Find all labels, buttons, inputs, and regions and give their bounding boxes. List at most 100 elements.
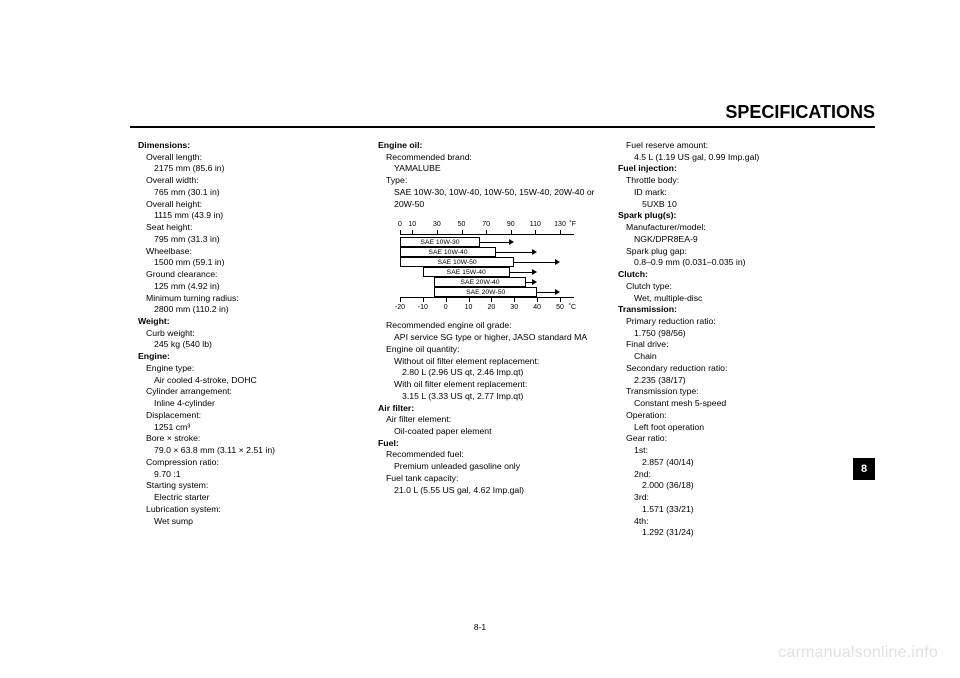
chart-tick: [400, 298, 401, 302]
spec-label: Starting system:: [138, 480, 360, 492]
chart-tick: [535, 230, 536, 234]
spec-value: Constant mesh 5-speed: [618, 398, 840, 410]
spec-value: 21.0 L (5.55 US gal, 4.62 Imp.gal): [378, 485, 600, 497]
chart-tick-label: 70: [482, 220, 490, 229]
header-rule: [130, 126, 875, 128]
oil-viscosity-chart: ˚F ˚C 01030507090110130-20-1001020304050…: [394, 216, 574, 316]
chart-tick: [469, 298, 470, 302]
spec-value: 2.235 (38/17): [618, 375, 840, 387]
spec-label: Type:: [378, 175, 600, 187]
spec-value: 1.750 (98/56): [618, 328, 840, 340]
chart-tick-label: -10: [418, 303, 428, 312]
oil-grade-bar: SAE 20W-40: [434, 277, 525, 287]
spec-label: ID mark:: [618, 187, 840, 199]
spec-value: 795 mm (31.3 in): [138, 234, 360, 246]
column-2: Engine oil: Recommended brand: YAMALUBE …: [378, 140, 600, 608]
chart-tick-label: 40: [533, 303, 541, 312]
spec-label: Final drive:: [618, 339, 840, 351]
spec-label: Seat height:: [138, 222, 360, 234]
spec-label: Operation:: [618, 410, 840, 422]
spec-value: Premium unleaded gasoline only: [378, 461, 600, 473]
spec-label: Ground clearance:: [138, 269, 360, 281]
chart-arrow: [480, 242, 510, 243]
section-heading: Weight:: [138, 316, 360, 328]
spec-label: Lubrication system:: [138, 504, 360, 516]
spec-label: Minimum turning radius:: [138, 293, 360, 305]
chart-arrow-head: [532, 279, 537, 285]
spec-value: 1251 cm³: [138, 422, 360, 434]
spec-value: 0.8–0.9 mm (0.031–0.035 in): [618, 257, 840, 269]
spec-label: Overall width:: [138, 175, 360, 187]
spec-value: 245 kg (540 lb): [138, 339, 360, 351]
chart-arrow: [514, 262, 556, 263]
chart-tick-label: -20: [395, 303, 405, 312]
spec-label: With oil filter element replacement:: [378, 379, 600, 391]
chart-unit-c: ˚C: [569, 303, 576, 312]
spec-value: 5UXB 10: [618, 199, 840, 211]
spec-label: Displacement:: [138, 410, 360, 422]
page-title: SPECIFICATIONS: [725, 102, 875, 123]
spec-label: Fuel tank capacity:: [378, 473, 600, 485]
chart-tick: [491, 298, 492, 302]
spec-columns: Dimensions: Overall length: 2175 mm (85.…: [138, 140, 840, 608]
spec-value: API service SG type or higher, JASO stan…: [378, 332, 600, 344]
spec-label: Without oil filter element replacement:: [378, 356, 600, 368]
spec-value: 1115 mm (43.9 in): [138, 210, 360, 222]
oil-grade-bar: SAE 20W-50: [434, 287, 537, 297]
section-heading: Engine oil:: [378, 140, 600, 152]
spec-label: Overall height:: [138, 199, 360, 211]
chart-arrow: [496, 252, 533, 253]
spec-label: Throttle body:: [618, 175, 840, 187]
chart-unit-f: ˚F: [569, 220, 576, 229]
spec-value: YAMALUBE: [378, 163, 600, 175]
chart-tick-label: 50: [458, 220, 466, 229]
chart-arrow: [510, 272, 533, 273]
section-heading: Fuel injection:: [618, 163, 840, 175]
spec-label: Manufacturer/model:: [618, 222, 840, 234]
spec-label: Transmission type:: [618, 386, 840, 398]
chart-tick: [486, 230, 487, 234]
chart-tick-label: 130: [554, 220, 566, 229]
spec-value: NGK/DPR8EA-9: [618, 234, 840, 246]
spec-value: Air cooled 4-stroke, DOHC: [138, 375, 360, 387]
spec-value: Oil-coated paper element: [378, 426, 600, 438]
spec-label: Clutch type:: [618, 281, 840, 293]
spec-label: Primary reduction ratio:: [618, 316, 840, 328]
spec-label: Engine type:: [138, 363, 360, 375]
spec-value: 3.15 L (3.33 US qt, 2.77 Imp.qt): [378, 391, 600, 403]
spec-label: Spark plug gap:: [618, 246, 840, 258]
spec-value: 1.571 (33/21): [618, 504, 840, 516]
chart-arrow-head: [555, 259, 560, 265]
spec-label: 3rd:: [618, 492, 840, 504]
spec-value: 1.292 (31/24): [618, 527, 840, 539]
spec-label: Engine oil quantity:: [378, 344, 600, 356]
spec-value: Inline 4-cylinder: [138, 398, 360, 410]
spec-label: 4th:: [618, 516, 840, 528]
chart-tick-label: 50: [556, 303, 564, 312]
spec-value: Wet sump: [138, 516, 360, 528]
spec-value: 2175 mm (85.6 in): [138, 163, 360, 175]
spec-value: 9.70 :1: [138, 469, 360, 481]
spec-value: 4.5 L (1.19 US gal, 0.99 Imp.gal): [618, 152, 840, 164]
chart-arrow-head: [532, 269, 537, 275]
spec-label: Cylinder arrangement:: [138, 386, 360, 398]
chart-arrow: [537, 292, 556, 293]
spec-value: SAE 10W-30, 10W-40, 10W-50, 15W-40, 20W-…: [378, 187, 600, 210]
chart-axis-top: [400, 234, 574, 235]
chart-tick: [511, 230, 512, 234]
spec-label: Compression ratio:: [138, 457, 360, 469]
spec-label: Wheelbase:: [138, 246, 360, 258]
spec-value: 2800 mm (110.2 in): [138, 304, 360, 316]
chart-tick-label: 10: [408, 220, 416, 229]
chart-tick-label: 0: [444, 303, 448, 312]
oil-grade-bar: SAE 10W-50: [400, 257, 514, 267]
spec-label: Secondary reduction ratio:: [618, 363, 840, 375]
spec-label: Curb weight:: [138, 328, 360, 340]
spec-value: Left foot operation: [618, 422, 840, 434]
chart-tick-label: 30: [433, 220, 441, 229]
spec-value: Electric starter: [138, 492, 360, 504]
spec-value: 2.857 (40/14): [618, 457, 840, 469]
chart-tick: [537, 298, 538, 302]
chart-arrow-head: [555, 289, 560, 295]
section-heading: Air filter:: [378, 403, 600, 415]
